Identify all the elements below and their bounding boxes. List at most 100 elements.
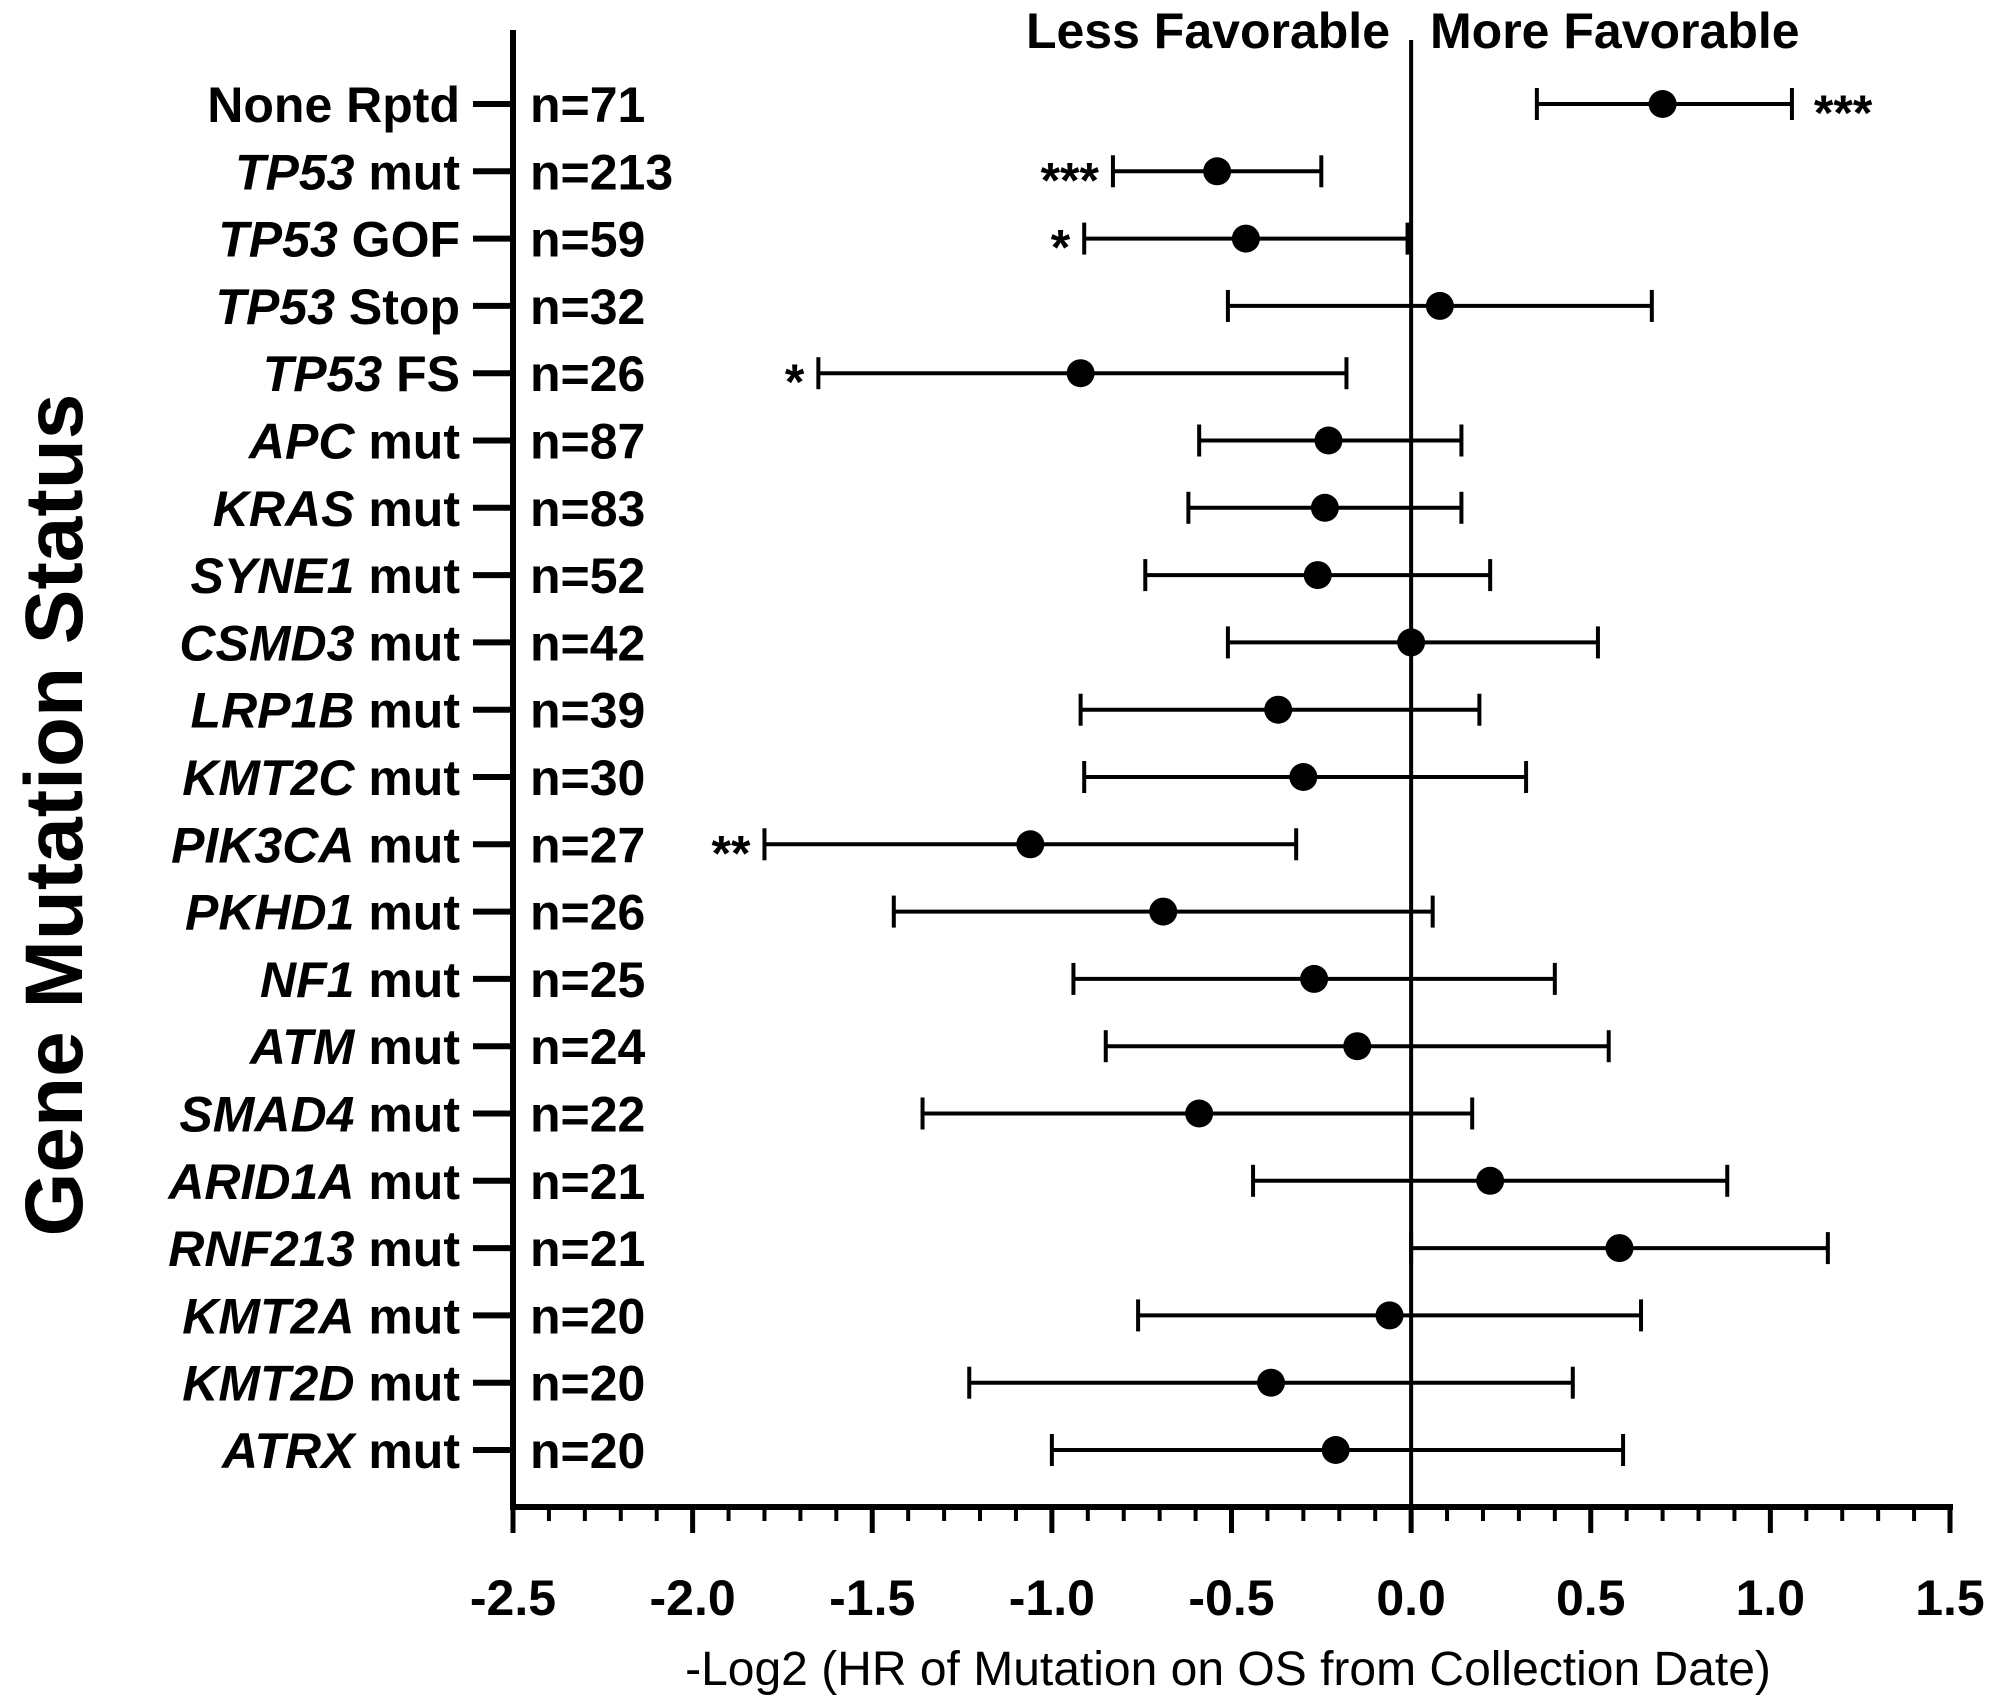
gene-name: TP53: [216, 279, 336, 335]
label-suffix: mut: [354, 1423, 460, 1479]
gene-name: APC: [247, 414, 355, 470]
header-less-favorable: Less Favorable: [1026, 3, 1390, 59]
row-label: PKHD1 mut: [185, 885, 460, 941]
point-estimate: [1016, 830, 1045, 859]
gene-name: CSMD3: [179, 615, 354, 671]
point-estimate: [1314, 426, 1343, 455]
row-tp53: TP53 GOF n=59 *: [218, 212, 1410, 276]
row-pkhd1: PKHD1 mut n=26: [185, 885, 1435, 941]
row-tp53: TP53 Stop n=32: [216, 279, 1654, 335]
label-suffix: mut: [354, 481, 460, 537]
label-suffix: mut: [354, 1154, 460, 1210]
label-suffix: mut: [354, 885, 460, 941]
gene-name: LRP1B: [191, 683, 355, 739]
n-label: n=20: [530, 1356, 645, 1412]
point-estimate: [1289, 763, 1318, 791]
point-estimate: [1300, 964, 1329, 993]
significance-marker: *: [1051, 220, 1071, 276]
row-pik3ca: PIK3CA mut n=27 **: [171, 817, 1299, 881]
row-label: APC mut: [247, 414, 460, 470]
n-label: n=30: [530, 750, 645, 806]
n-label: n=39: [530, 683, 645, 739]
n-label: n=26: [530, 346, 645, 402]
row-nf1: NF1 mut n=25: [260, 952, 1557, 1008]
label-suffix: mut: [354, 750, 460, 806]
row-label: TP53 GOF: [218, 212, 460, 268]
row-label: ARID1A mut: [166, 1154, 460, 1210]
gene-name: KMT2A: [182, 1288, 354, 1344]
label-suffix: Stop: [335, 279, 460, 335]
label-suffix: mut: [354, 615, 460, 671]
row-arid1a: ARID1A mut n=21: [166, 1154, 1730, 1210]
row-rnf213: RNF213 mut n=21: [168, 1221, 1830, 1277]
n-label: n=42: [530, 615, 645, 671]
gene-name: PKHD1: [185, 885, 354, 941]
row-label: TP53 mut: [235, 144, 460, 200]
label-suffix: None Rptd: [207, 77, 460, 133]
row-label: ATM mut: [248, 1019, 460, 1075]
point-estimate: [1375, 1301, 1404, 1330]
n-label: n=87: [530, 414, 645, 470]
row-label: CSMD3 mut: [179, 615, 460, 671]
gene-name: PIK3CA: [171, 817, 354, 873]
row-kmt2a: KMT2A mut n=20: [182, 1288, 1644, 1344]
x-tick-label: 0.0: [1376, 1570, 1446, 1626]
row-label: LRP1B mut: [191, 683, 461, 739]
x-tick-label: -2.0: [650, 1570, 736, 1626]
row-label: SYNE1 mut: [190, 548, 460, 604]
row-label: KMT2D mut: [182, 1356, 460, 1412]
point-estimate: [1648, 90, 1677, 118]
row-atm: ATM mut n=24: [248, 1019, 1611, 1075]
row-label: TP53 Stop: [216, 279, 461, 335]
x-axis-title: -Log2 (HR of Mutation on OS from Collect…: [685, 1643, 1771, 1696]
gene-name: KRAS: [213, 481, 355, 537]
row-kmt2c: KMT2C mut n=30: [182, 750, 1529, 806]
x-tick-label: 0.5: [1556, 1570, 1626, 1626]
point-estimate: [1310, 493, 1339, 522]
label-suffix: mut: [354, 1087, 460, 1143]
point-estimate: [1149, 897, 1178, 926]
axes-layer: -2.5 -2.0 -1.5 -1.0 -0.5 0.0 0.5 1.0 1.5: [470, 30, 1985, 1626]
gene-name: KMT2C: [182, 750, 355, 806]
n-label: n=52: [530, 548, 645, 604]
label-suffix: mut: [354, 683, 460, 739]
gene-name: TP53: [218, 212, 338, 268]
point-estimate: [1397, 628, 1426, 657]
point-estimate: [1231, 224, 1260, 253]
significance-marker: **: [712, 825, 751, 881]
n-label: n=26: [530, 885, 645, 941]
row-label: KMT2C mut: [182, 750, 460, 806]
row-label: PIK3CA mut: [171, 817, 460, 873]
label-suffix: mut: [354, 1019, 460, 1075]
gene-name: RNF213: [168, 1221, 354, 1277]
row-kras: KRAS mut n=83: [213, 481, 1464, 537]
n-label: n=213: [530, 144, 673, 200]
label-suffix: mut: [354, 548, 460, 604]
row-apc: APC mut n=87: [247, 414, 1464, 470]
n-label: n=25: [530, 952, 645, 1008]
row-csmd3: CSMD3 mut n=42: [179, 615, 1600, 671]
point-estimate: [1257, 1368, 1286, 1397]
significance-marker: ***: [1814, 85, 1873, 141]
label-suffix: mut: [354, 1356, 460, 1412]
n-label: n=32: [530, 279, 645, 335]
n-label: n=83: [530, 481, 645, 537]
y-axis-title: Gene Mutation Status: [9, 394, 100, 1237]
point-estimate: [1066, 359, 1095, 388]
gene-name: TP53: [263, 346, 383, 402]
point-estimate: [1476, 1166, 1505, 1195]
point-estimate: [1264, 695, 1293, 724]
gene-name: KMT2D: [182, 1356, 354, 1412]
row-label: NF1 mut: [260, 952, 460, 1008]
significance-marker: *: [785, 354, 805, 410]
n-label: n=24: [530, 1019, 646, 1075]
n-label: n=22: [530, 1087, 645, 1143]
point-estimate: [1303, 561, 1332, 590]
row-syne1: SYNE1 mut n=52: [190, 548, 1493, 604]
label-suffix: GOF: [338, 212, 460, 268]
row-atrx: ATRX mut n=20: [220, 1423, 1626, 1479]
gene-name: TP53: [235, 144, 355, 200]
row-label: KRAS mut: [213, 481, 461, 537]
gene-name: ARID1A: [166, 1154, 354, 1210]
